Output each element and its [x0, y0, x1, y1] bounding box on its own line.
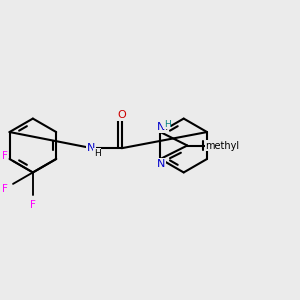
- Text: F: F: [2, 184, 8, 194]
- Text: N: N: [157, 159, 166, 169]
- Text: N: N: [157, 122, 166, 132]
- Text: H: H: [164, 120, 170, 129]
- Text: methyl: methyl: [205, 140, 239, 151]
- Text: O: O: [117, 110, 126, 120]
- Text: F: F: [2, 151, 8, 161]
- Text: F: F: [30, 200, 36, 210]
- Text: N: N: [87, 143, 95, 153]
- Text: H: H: [94, 148, 100, 158]
